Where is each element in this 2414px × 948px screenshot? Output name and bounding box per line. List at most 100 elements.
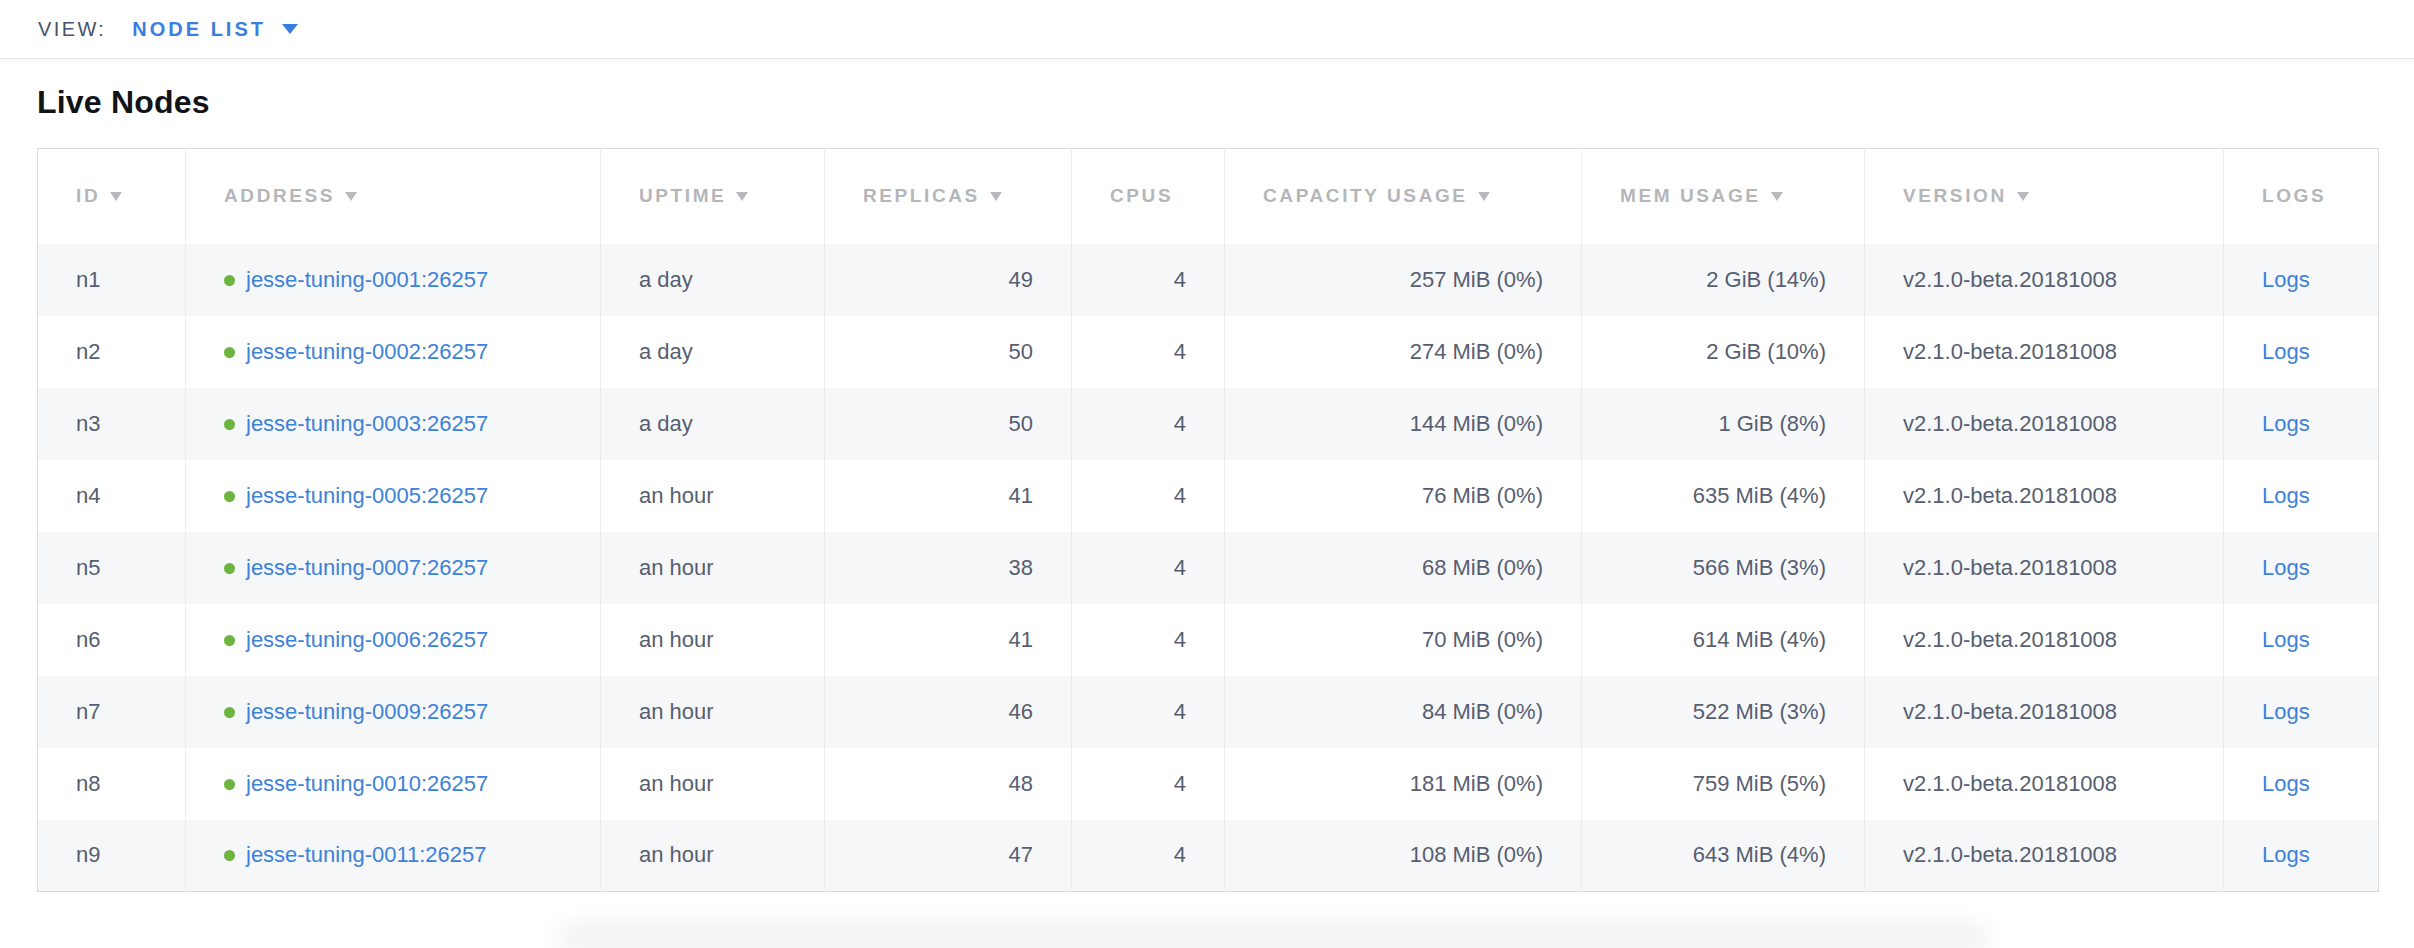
node-capacity-cell: 257 MiB (0%) (1225, 244, 1582, 316)
column-header-label: ID (76, 185, 100, 206)
node-replicas-cell: 47 (825, 820, 1072, 892)
node-address-link[interactable]: jesse-tuning-0005:26257 (246, 483, 488, 508)
node-address-cell: jesse-tuning-0005:26257 (186, 460, 601, 532)
node-mem-cell: 759 MiB (5%) (1582, 748, 1865, 820)
node-logs-cell: Logs (2224, 820, 2379, 892)
column-header-address[interactable]: ADDRESS (186, 149, 601, 244)
column-header-label: CPUS (1110, 185, 1173, 206)
node-address-cell: jesse-tuning-0001:26257 (186, 244, 601, 316)
node-address-link[interactable]: jesse-tuning-0011:26257 (246, 842, 487, 867)
node-live-status-icon (224, 635, 235, 646)
node-address-cell: jesse-tuning-0006:26257 (186, 604, 601, 676)
node-id-cell: n6 (38, 604, 186, 676)
node-uptime-cell: an hour (601, 820, 825, 892)
node-cpus-cell: 4 (1072, 532, 1225, 604)
node-replicas-cell: 46 (825, 676, 1072, 748)
main-content: Live Nodes ID ADDRESS UPTIME REPLICAS (0, 59, 2414, 892)
node-logs-link[interactable]: Logs (2262, 842, 2310, 867)
node-logs-cell: Logs (2224, 604, 2379, 676)
node-live-status-icon (224, 779, 235, 790)
sort-icon (1771, 192, 1783, 201)
node-replicas-cell: 50 (825, 388, 1072, 460)
column-header-capacity-usage[interactable]: CAPACITY USAGE (1225, 149, 1582, 244)
sort-icon (2017, 192, 2029, 201)
node-replicas-cell: 41 (825, 460, 1072, 532)
column-header-id[interactable]: ID (38, 149, 186, 244)
node-version-cell: v2.1.0-beta.20181008 (1865, 604, 2224, 676)
node-address-link[interactable]: jesse-tuning-0009:26257 (246, 699, 488, 724)
node-uptime-cell: an hour (601, 532, 825, 604)
nodes-table-body: n1jesse-tuning-0001:26257a day494257 MiB… (38, 244, 2379, 892)
node-address-link[interactable]: jesse-tuning-0002:26257 (246, 339, 488, 364)
view-select-dropdown[interactable]: NODE LIST (132, 18, 298, 41)
node-logs-link[interactable]: Logs (2262, 411, 2310, 436)
node-mem-cell: 1 GiB (8%) (1582, 388, 1865, 460)
table-row: n3jesse-tuning-0003:26257a day504144 MiB… (38, 388, 2379, 460)
node-logs-link[interactable]: Logs (2262, 267, 2310, 292)
node-cpus-cell: 4 (1072, 676, 1225, 748)
node-mem-cell: 635 MiB (4%) (1582, 460, 1865, 532)
node-logs-link[interactable]: Logs (2262, 555, 2310, 580)
sort-icon (345, 192, 357, 201)
node-logs-cell: Logs (2224, 388, 2379, 460)
node-logs-link[interactable]: Logs (2262, 771, 2310, 796)
node-logs-link[interactable]: Logs (2262, 483, 2310, 508)
node-replicas-cell: 38 (825, 532, 1072, 604)
node-id-cell: n1 (38, 244, 186, 316)
view-bar: VIEW: NODE LIST (0, 0, 2414, 59)
column-header-label: LOGS (2262, 185, 2326, 206)
column-header-label: UPTIME (639, 185, 726, 206)
node-address-link[interactable]: jesse-tuning-0001:26257 (246, 267, 488, 292)
node-id-cell: n9 (38, 820, 186, 892)
node-id-cell: n3 (38, 388, 186, 460)
node-uptime-cell: a day (601, 244, 825, 316)
node-address-link[interactable]: jesse-tuning-0006:26257 (246, 627, 488, 652)
node-cpus-cell: 4 (1072, 748, 1225, 820)
node-cpus-cell: 4 (1072, 604, 1225, 676)
node-cpus-cell: 4 (1072, 244, 1225, 316)
column-header-uptime[interactable]: UPTIME (601, 149, 825, 244)
node-logs-cell: Logs (2224, 316, 2379, 388)
node-replicas-cell: 48 (825, 748, 1072, 820)
node-version-cell: v2.1.0-beta.20181008 (1865, 316, 2224, 388)
column-header-cpus: CPUS (1072, 149, 1225, 244)
table-row: n8jesse-tuning-0010:26257an hour484181 M… (38, 748, 2379, 820)
node-uptime-cell: an hour (601, 676, 825, 748)
table-row: n1jesse-tuning-0001:26257a day494257 MiB… (38, 244, 2379, 316)
node-address-cell: jesse-tuning-0010:26257 (186, 748, 601, 820)
table-row: n5jesse-tuning-0007:26257an hour38468 Mi… (38, 532, 2379, 604)
node-capacity-cell: 76 MiB (0%) (1225, 460, 1582, 532)
node-address-link[interactable]: jesse-tuning-0007:26257 (246, 555, 488, 580)
column-header-label: CAPACITY USAGE (1263, 185, 1468, 206)
column-header-version[interactable]: VERSION (1865, 149, 2224, 244)
table-row: n7jesse-tuning-0009:26257an hour46484 Mi… (38, 676, 2379, 748)
column-header-replicas[interactable]: REPLICAS (825, 149, 1072, 244)
node-logs-cell: Logs (2224, 676, 2379, 748)
node-address-cell: jesse-tuning-0009:26257 (186, 676, 601, 748)
node-live-status-icon (224, 491, 235, 502)
node-address-cell: jesse-tuning-0003:26257 (186, 388, 601, 460)
sort-icon (110, 192, 122, 201)
node-cpus-cell: 4 (1072, 820, 1225, 892)
node-version-cell: v2.1.0-beta.20181008 (1865, 244, 2224, 316)
node-logs-link[interactable]: Logs (2262, 627, 2310, 652)
node-version-cell: v2.1.0-beta.20181008 (1865, 388, 2224, 460)
node-logs-cell: Logs (2224, 532, 2379, 604)
node-logs-link[interactable]: Logs (2262, 699, 2310, 724)
node-mem-cell: 643 MiB (4%) (1582, 820, 1865, 892)
node-cpus-cell: 4 (1072, 460, 1225, 532)
node-live-status-icon (224, 707, 235, 718)
node-capacity-cell: 108 MiB (0%) (1225, 820, 1582, 892)
table-header-row: ID ADDRESS UPTIME REPLICAS CPUS CAPACITY… (38, 149, 2379, 244)
node-address-link[interactable]: jesse-tuning-0003:26257 (246, 411, 488, 436)
table-row: n2jesse-tuning-0002:26257a day504274 MiB… (38, 316, 2379, 388)
node-address-link[interactable]: jesse-tuning-0010:26257 (246, 771, 488, 796)
column-header-label: VERSION (1903, 185, 2007, 206)
node-capacity-cell: 144 MiB (0%) (1225, 388, 1582, 460)
node-logs-cell: Logs (2224, 244, 2379, 316)
column-header-label: ADDRESS (224, 185, 335, 206)
sort-icon (736, 192, 748, 201)
node-mem-cell: 614 MiB (4%) (1582, 604, 1865, 676)
node-logs-link[interactable]: Logs (2262, 339, 2310, 364)
column-header-mem-usage[interactable]: MEM USAGE (1582, 149, 1865, 244)
